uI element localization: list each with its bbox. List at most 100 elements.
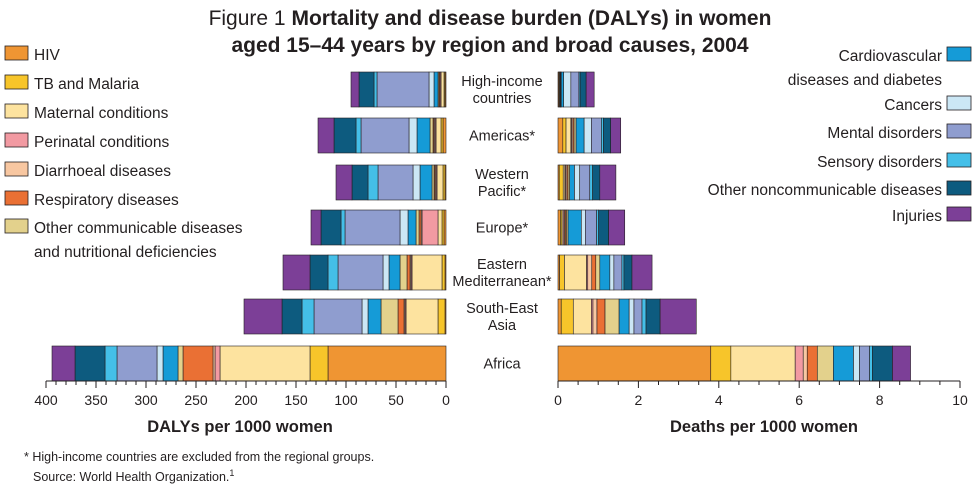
right-bar-americas-sensory [601, 117, 604, 154]
right-tick-label-6: 6 [795, 392, 803, 408]
left-bar-eastern-mediterranean-sensory [327, 254, 339, 291]
left-bar-south-east-asia-injuries [243, 298, 283, 335]
left-bar-americas-injuries [317, 117, 335, 154]
right-bar-eastern-mediterranean-other_noncommunicable [623, 254, 633, 291]
left-bar-high-income-countries-cancers [428, 71, 435, 108]
left-bar-africa-other_communicable [177, 345, 184, 382]
right-bar-africa-diarrhoeal [802, 345, 808, 382]
right-tick-label-0: 0 [554, 392, 562, 408]
left-bar-americas-other_noncommunicable [333, 117, 357, 154]
legend-left: HIV TB and Malaria Maternal conditions Peri… [4, 45, 243, 261]
left-bar-eastern-mediterranean-mental [337, 254, 384, 291]
right-bar-high-income-countries-other_noncommunicable [579, 71, 587, 108]
right-tick-label-2: 2 [635, 392, 643, 408]
right-bar-western-pacific-cardiovascular [569, 164, 575, 201]
left-bar-europe-mental [344, 209, 401, 246]
right-bar-americas-injuries [610, 117, 622, 154]
legend-swatch-cancers [946, 95, 972, 111]
legend-label-cancers: Cancers [884, 97, 942, 114]
right-bar-south-east-asia-cancers [628, 298, 635, 335]
left-bar-africa-other_noncommunicable [74, 345, 106, 382]
right-bar-high-income-countries-injuries [585, 71, 595, 108]
left-bar-africa-injuries [51, 345, 76, 382]
legend-label-respiratory: Respiratory diseases [34, 192, 179, 209]
legend-label-mental: Mental disorders [827, 125, 942, 142]
right-bar-south-east-asia-maternal [572, 298, 592, 335]
right-bar-africa-tb_malaria [710, 345, 732, 382]
left-bar-americas-cancers [408, 117, 418, 154]
left-bar-americas-sensory [355, 117, 362, 154]
legend-swatch-hiv [4, 45, 29, 61]
right-bar-eastern-mediterranean-diarrhoeal [587, 254, 593, 291]
left-bar-europe-other_noncommunicable [320, 209, 342, 246]
legend-swatch-maternal [4, 103, 29, 119]
right-bar-africa-other_noncommunicable [872, 345, 893, 382]
source-text: Source: World Health Organization. [33, 470, 229, 484]
right-bar-south-east-asia-sensory [641, 298, 647, 335]
right-bar-africa-cancers [853, 345, 860, 382]
legend-label-sensory: Sensory disorders [817, 154, 942, 171]
left-bar-europe-other_communicable [415, 209, 420, 246]
left-bar-south-east-asia-respiratory [397, 298, 405, 335]
right-bar-south-east-asia-cardiovascular [618, 298, 630, 335]
legend-label-other_noncommunicable: Other noncommunicable diseases [708, 182, 943, 199]
left-bar-western-pacific-cardiovascular [419, 164, 433, 201]
left-bar-south-east-asia-mental [313, 298, 363, 335]
left-bar-western-pacific-maternal [436, 164, 444, 201]
legend-right: Cardiovascular diseases and diabetes Cance… [708, 46, 972, 225]
right-bar-high-income-countries-cancers [563, 71, 572, 108]
left-bar-africa-sensory [104, 345, 118, 382]
right-tick-label-4: 4 [715, 392, 723, 408]
left-bar-high-income-countries-maternal [440, 71, 445, 108]
right-bar-europe-other_noncommunicable [598, 209, 609, 246]
left-tick-label-0: 0 [442, 392, 450, 408]
left-bar-eastern-mediterranean-respiratory [406, 254, 411, 291]
right-tick-label-10: 10 [952, 392, 968, 408]
legend-label-other_communicable: Other communicable diseases [34, 220, 243, 237]
left-bar-eastern-mediterranean-tb_malaria [441, 254, 446, 291]
left-bar-western-pacific-other_noncommunicable [351, 164, 369, 201]
right-bar-africa-hiv [557, 345, 712, 382]
source-ref: 1 [229, 468, 234, 478]
region-label-5-0: South-East [466, 301, 538, 317]
right-bar-europe-injuries [608, 209, 626, 246]
right-bar-americas-cardiovascular [575, 117, 585, 154]
legend-swatch-cardiovascular [946, 46, 972, 62]
legend-swatch-injuries [946, 206, 972, 222]
right-bar-africa-sensory [869, 345, 873, 382]
left-bar-eastern-mediterranean-other_noncommunicable [309, 254, 329, 291]
left-bar-south-east-asia-other_noncommunicable [281, 298, 303, 335]
right-bar-western-pacific-tb_malaria [558, 164, 564, 201]
legend-label-injuries: Injuries [892, 208, 942, 225]
legend-swatch-other_communicable [4, 218, 29, 234]
figure-title: Figure 1 Mortality and disease burden (D… [209, 7, 772, 57]
dalys-axis-title: DALYs per 1000 women [147, 418, 333, 436]
right-bar-western-pacific-other_noncommunicable [592, 164, 601, 201]
title-main: Mortality and disease burden (DALYs) in … [291, 7, 771, 30]
right-bar-south-east-asia-other_communicable [604, 298, 620, 335]
left-bar-western-pacific-sensory [367, 164, 379, 201]
right-bar-eastern-mediterranean-tb_malaria [559, 254, 565, 291]
left-bar-americas-mental [360, 117, 410, 154]
right-bar-americas-hiv [557, 117, 564, 154]
right-bar-africa-maternal [730, 345, 796, 382]
legend-swatch-respiratory [4, 190, 29, 206]
right-bar-eastern-mediterranean-injuries [631, 254, 653, 291]
region-label-3-0: Europe* [476, 221, 529, 237]
left-bar-africa-cancers [156, 345, 164, 382]
title-line-2: aged 15–44 years by region and broad cau… [231, 34, 748, 57]
legend-label-perinatal: Perinatal conditions [34, 134, 170, 151]
region-label-4-1: Mediterranean* [452, 274, 551, 290]
legend-label-other_communicable-1: and nutritional deficiencies [34, 244, 217, 261]
right-bar-africa-other_communicable [816, 345, 834, 382]
right-bar-south-east-asia-respiratory [596, 298, 606, 335]
left-tick-label-350: 350 [84, 392, 108, 408]
legend-label-tb_malaria: TB and Malaria [34, 76, 139, 93]
left-bar-eastern-mediterranean-cardiovascular [388, 254, 401, 291]
left-tick-label-200: 200 [234, 392, 258, 408]
right-bar-americas-other_communicable [573, 117, 577, 154]
right-bar-americas-tb_malaria [562, 117, 567, 154]
legend-swatch-perinatal [4, 132, 29, 148]
